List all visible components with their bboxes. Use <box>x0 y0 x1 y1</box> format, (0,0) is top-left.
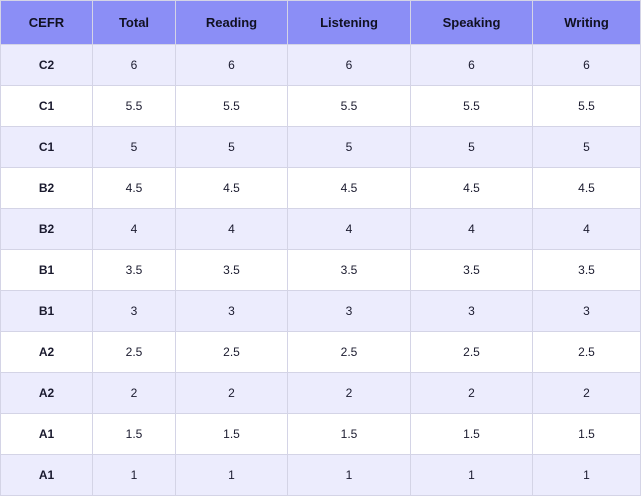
score-cell: 1.5 <box>92 413 176 455</box>
score-cell: 5 <box>410 126 533 168</box>
score-cell: 6 <box>175 44 288 86</box>
table-row: C1 5 5 5 5 5 <box>0 126 641 168</box>
score-cell: 6 <box>92 44 176 86</box>
score-cell: 1 <box>410 454 533 496</box>
score-cell: 4.5 <box>410 167 533 209</box>
table-row: B2 4.5 4.5 4.5 4.5 4.5 <box>0 167 641 209</box>
score-cell: 1 <box>532 454 641 496</box>
score-cell: 2 <box>92 372 176 414</box>
table-row: A2 2.5 2.5 2.5 2.5 2.5 <box>0 331 641 373</box>
score-cell: 1.5 <box>410 413 533 455</box>
score-cell: 5.5 <box>92 85 176 127</box>
header-cell: Speaking <box>410 0 533 45</box>
table-row: C1 5.5 5.5 5.5 5.5 5.5 <box>0 85 641 127</box>
score-cell: 1.5 <box>175 413 288 455</box>
table-row: C2 6 6 6 6 6 <box>0 44 641 86</box>
score-cell: 2 <box>287 372 411 414</box>
table-row: B1 3 3 3 3 3 <box>0 290 641 332</box>
score-cell: 2.5 <box>175 331 288 373</box>
score-cell: 1 <box>287 454 411 496</box>
table-row: B2 4 4 4 4 4 <box>0 208 641 250</box>
score-cell: 5 <box>92 126 176 168</box>
header-row: CEFR Total Reading Listening Speaking Writing <box>0 0 641 45</box>
score-cell: 5.5 <box>287 85 411 127</box>
table-header: CEFR Total Reading Listening Speaking Writing <box>0 0 641 45</box>
score-cell: 4 <box>532 208 641 250</box>
score-cell: 3 <box>410 290 533 332</box>
score-cell: 3.5 <box>532 249 641 291</box>
score-cell: 1.5 <box>287 413 411 455</box>
cefr-cell: A2 <box>0 372 93 414</box>
score-cell: 3 <box>532 290 641 332</box>
score-cell: 4.5 <box>287 167 411 209</box>
score-cell: 3 <box>175 290 288 332</box>
score-cell: 4.5 <box>532 167 641 209</box>
score-cell: 1 <box>92 454 176 496</box>
cefr-cell: C2 <box>0 44 93 86</box>
table-row: A2 2 2 2 2 2 <box>0 372 641 414</box>
cefr-cell: C1 <box>0 126 93 168</box>
score-cell: 3.5 <box>92 249 176 291</box>
score-cell: 5 <box>287 126 411 168</box>
cefr-cell: A2 <box>0 331 93 373</box>
header-cell: Total <box>92 0 176 45</box>
header-cell: Reading <box>175 0 288 45</box>
score-cell: 4 <box>92 208 176 250</box>
score-cell: 5.5 <box>175 85 288 127</box>
score-cell: 2.5 <box>287 331 411 373</box>
score-cell: 3.5 <box>287 249 411 291</box>
score-cell: 4.5 <box>92 167 176 209</box>
table-row: B1 3.5 3.5 3.5 3.5 3.5 <box>0 249 641 291</box>
cefr-cell: A1 <box>0 454 93 496</box>
score-cell: 4 <box>410 208 533 250</box>
score-cell: 2 <box>410 372 533 414</box>
score-cell: 5 <box>175 126 288 168</box>
score-cell: 3 <box>92 290 176 332</box>
score-cell: 6 <box>532 44 641 86</box>
cefr-cell: B2 <box>0 208 93 250</box>
header-cell: Listening <box>287 0 411 45</box>
score-cell: 2.5 <box>410 331 533 373</box>
score-cell: 5.5 <box>532 85 641 127</box>
score-cell: 6 <box>410 44 533 86</box>
score-cell: 5 <box>532 126 641 168</box>
score-cell: 3 <box>287 290 411 332</box>
score-cell: 2 <box>532 372 641 414</box>
score-cell: 5.5 <box>410 85 533 127</box>
cefr-cell: B2 <box>0 167 93 209</box>
table-body: C2 6 6 6 6 6 C1 5.5 5.5 5.5 5.5 5.5 C1 5 5 5 5 5 B2 4.5 4.5 4… <box>0 44 641 496</box>
score-cell: 3.5 <box>410 249 533 291</box>
score-cell: 3.5 <box>175 249 288 291</box>
score-cell: 4.5 <box>175 167 288 209</box>
cefr-cell: B1 <box>0 249 93 291</box>
table-row: A1 1.5 1.5 1.5 1.5 1.5 <box>0 413 641 455</box>
table-row: A1 1 1 1 1 1 <box>0 454 641 496</box>
cefr-cell: A1 <box>0 413 93 455</box>
score-cell: 4 <box>175 208 288 250</box>
score-cell: 1 <box>175 454 288 496</box>
score-cell: 6 <box>287 44 411 86</box>
cefr-cell: C1 <box>0 85 93 127</box>
score-cell: 2.5 <box>532 331 641 373</box>
header-cell: CEFR <box>0 0 93 45</box>
score-cell: 2 <box>175 372 288 414</box>
score-cell: 4 <box>287 208 411 250</box>
score-cell: 2.5 <box>92 331 176 373</box>
cefr-cell: B1 <box>0 290 93 332</box>
header-cell: Writing <box>532 0 641 45</box>
score-cell: 1.5 <box>532 413 641 455</box>
